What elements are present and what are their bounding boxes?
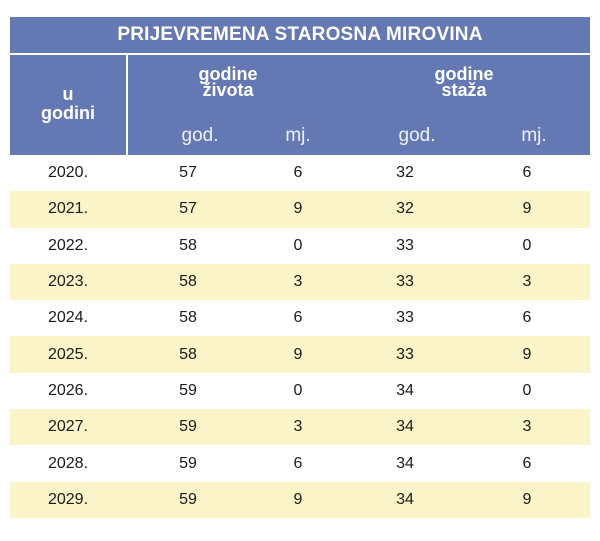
age-years-cell: 58 xyxy=(179,236,197,254)
service-months-cell: 0 xyxy=(522,236,532,254)
age-months-cell: 9 xyxy=(293,345,303,363)
table-row: 2029. 59 9 34 9 xyxy=(10,481,590,518)
age-months-cell: 6 xyxy=(293,164,303,182)
service-years-cell: 32 xyxy=(396,200,414,218)
year-cell: 2023. xyxy=(47,273,89,291)
age-months-cell: 3 xyxy=(293,273,303,291)
service-years-cell: 33 xyxy=(396,309,414,327)
service-years-cell: 34 xyxy=(396,418,414,436)
service-months-cell: 6 xyxy=(522,309,532,327)
age-months-cell: 3 xyxy=(293,418,303,436)
age-years-cell: 58 xyxy=(179,345,197,363)
table-row: 2028. 59 6 34 6 xyxy=(10,445,590,481)
year-column-header: u godini xyxy=(10,85,126,123)
service-months-cell: 3 xyxy=(522,273,532,291)
age-months-subheader: mj. xyxy=(285,125,311,146)
age-years-cell: 59 xyxy=(179,418,197,436)
table-title: PRIJEVREMENA STAROSNA MIROVINA xyxy=(10,17,590,53)
age-years-cell: 58 xyxy=(179,273,197,291)
table-row: 2027. 59 3 34 3 xyxy=(10,409,590,446)
service-header-line-2: staža xyxy=(441,80,487,100)
year-cell: 2026. xyxy=(47,381,89,399)
age-header-line-2: života xyxy=(202,80,254,100)
age-years-cell: 58 xyxy=(179,309,197,327)
age-months-cell: 6 xyxy=(293,454,303,472)
age-years-cell: 57 xyxy=(179,200,197,218)
age-months-cell: 6 xyxy=(293,309,303,327)
age-years-cell: 57 xyxy=(179,164,197,182)
table-body: 2020. 57 6 32 6 2021. 57 9 32 9 2022. 58… xyxy=(10,155,590,518)
service-months-cell: 6 xyxy=(522,164,532,182)
pension-table: PRIJEVREMENA STAROSNA MIROVINA u godini … xyxy=(10,17,590,518)
table-row: 2021. 57 9 32 9 xyxy=(10,191,590,228)
service-months-cell: 6 xyxy=(522,454,532,472)
age-months-cell: 0 xyxy=(293,236,303,254)
table-row: 2025. 58 9 33 9 xyxy=(10,336,590,373)
service-years-cell: 34 xyxy=(396,381,414,399)
year-cell: 2027. xyxy=(47,418,89,436)
table-row: 2022. 58 0 33 0 xyxy=(10,228,590,264)
service-months-cell: 0 xyxy=(522,381,532,399)
table-row: 2023. 58 3 33 3 xyxy=(10,263,590,301)
service-years-cell: 34 xyxy=(396,454,414,472)
year-header-line-2: godini xyxy=(41,103,95,123)
table-header: u godini godine života godine staža god.… xyxy=(10,53,590,155)
service-months-cell: 3 xyxy=(522,418,532,436)
age-months-cell: 0 xyxy=(293,381,303,399)
service-months-cell: 9 xyxy=(522,490,532,508)
header-divider xyxy=(126,55,128,155)
table-row: 2020. 57 6 32 6 xyxy=(10,155,590,191)
table-row: 2026. 59 0 34 0 xyxy=(10,373,590,409)
service-years-cell: 33 xyxy=(396,345,414,363)
year-cell: 2020. xyxy=(47,164,89,182)
year-header-line-1: u xyxy=(62,84,74,104)
year-cell: 2021. xyxy=(47,200,89,218)
year-cell: 2025. xyxy=(47,345,89,363)
service-years-cell: 33 xyxy=(396,236,414,254)
year-cell: 2024. xyxy=(47,309,89,327)
service-group-header: godine staža xyxy=(404,64,524,100)
service-years-cell: 34 xyxy=(396,490,414,508)
service-years-cell: 32 xyxy=(396,164,414,182)
age-group-header: godine života xyxy=(168,64,288,100)
age-years-subheader: god. xyxy=(181,125,219,146)
age-years-cell: 59 xyxy=(179,454,197,472)
age-header-line-1: godine xyxy=(198,64,258,84)
service-months-cell: 9 xyxy=(522,200,532,218)
year-cell: 2028. xyxy=(47,454,89,472)
service-months-cell: 9 xyxy=(522,345,532,363)
service-years-subheader: god. xyxy=(398,125,436,146)
age-years-cell: 59 xyxy=(179,381,197,399)
year-cell: 2022. xyxy=(47,236,89,254)
service-header-line-1: godine xyxy=(434,64,494,84)
age-months-cell: 9 xyxy=(293,200,303,218)
year-cell: 2029. xyxy=(47,490,89,508)
age-months-cell: 9 xyxy=(293,490,303,508)
service-years-cell: 33 xyxy=(396,273,414,291)
table-row: 2024. 58 6 33 6 xyxy=(10,300,590,336)
age-years-cell: 59 xyxy=(179,490,197,508)
service-months-subheader: mj. xyxy=(521,125,547,146)
